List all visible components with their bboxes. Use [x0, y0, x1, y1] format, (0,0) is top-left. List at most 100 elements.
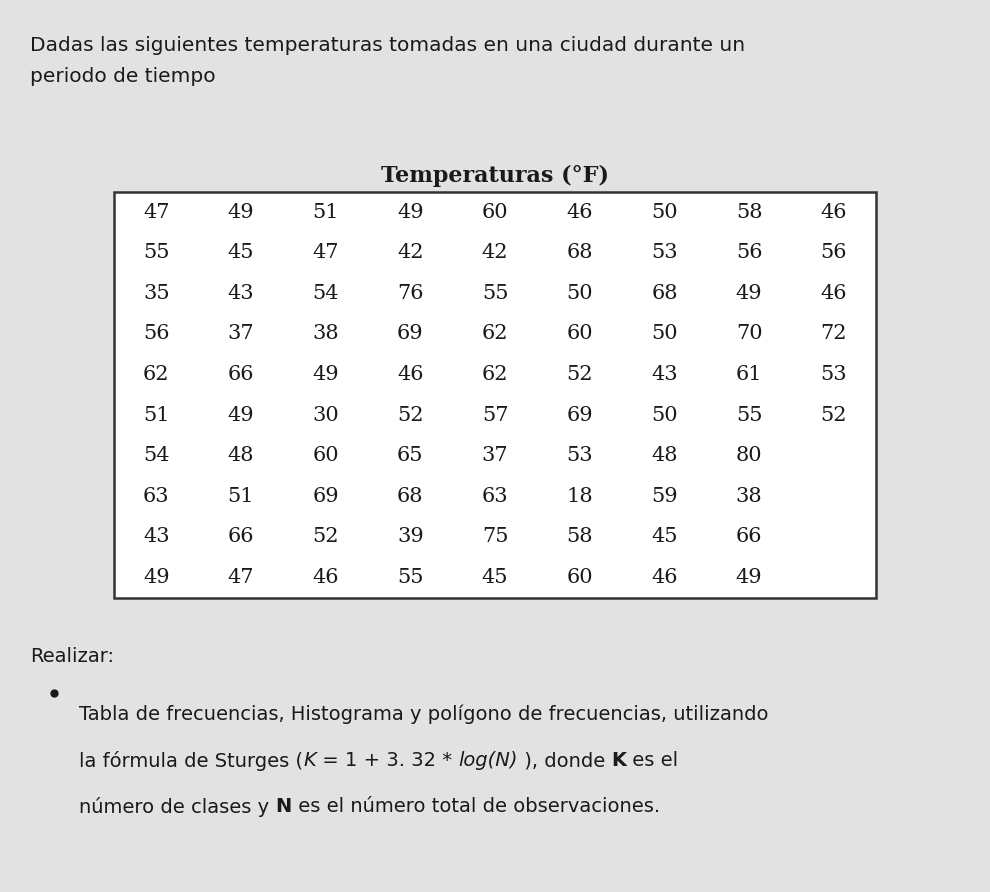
Text: número de clases y: número de clases y [79, 797, 275, 817]
Text: 50: 50 [651, 406, 678, 425]
Text: 61: 61 [736, 365, 762, 384]
Text: la fórmula de Sturges (: la fórmula de Sturges ( [79, 751, 303, 771]
Text: 66: 66 [228, 365, 254, 384]
Text: 58: 58 [566, 527, 593, 546]
Text: 46: 46 [566, 202, 593, 221]
Text: 63: 63 [143, 487, 169, 506]
Text: 66: 66 [228, 527, 254, 546]
Text: 52: 52 [313, 527, 339, 546]
Text: 54: 54 [313, 284, 339, 302]
Text: log(N): log(N) [458, 751, 518, 770]
Text: 18: 18 [566, 487, 593, 506]
Text: 49: 49 [736, 284, 762, 302]
Text: 43: 43 [143, 527, 169, 546]
Text: 51: 51 [312, 202, 339, 221]
Text: es el número total de observaciones.: es el número total de observaciones. [292, 797, 660, 816]
Text: 39: 39 [397, 527, 424, 546]
Text: 69: 69 [397, 325, 424, 343]
Text: 62: 62 [143, 365, 169, 384]
Text: 50: 50 [566, 284, 593, 302]
Text: 53: 53 [566, 446, 593, 465]
Text: 46: 46 [821, 202, 847, 221]
Text: 66: 66 [736, 527, 762, 546]
Text: 52: 52 [397, 406, 424, 425]
Text: 68: 68 [397, 487, 424, 506]
Text: 43: 43 [228, 284, 254, 302]
Text: 55: 55 [736, 406, 762, 425]
Text: 52: 52 [566, 365, 593, 384]
Text: 49: 49 [228, 202, 254, 221]
Text: Dadas las siguientes temperaturas tomadas en una ciudad durante un: Dadas las siguientes temperaturas tomada… [30, 36, 744, 54]
Text: 52: 52 [821, 406, 847, 425]
Text: 69: 69 [566, 406, 593, 425]
Text: 54: 54 [143, 446, 169, 465]
Text: 56: 56 [143, 325, 169, 343]
Text: 75: 75 [482, 527, 508, 546]
Text: 37: 37 [228, 325, 254, 343]
Text: 60: 60 [482, 202, 508, 221]
Text: 45: 45 [651, 527, 677, 546]
Text: Temperaturas (°F): Temperaturas (°F) [381, 165, 609, 187]
Text: 60: 60 [566, 568, 593, 587]
Text: N: N [275, 797, 292, 816]
Text: 76: 76 [397, 284, 424, 302]
Text: Realizar:: Realizar: [30, 647, 114, 665]
Text: 47: 47 [313, 244, 339, 262]
Text: 46: 46 [397, 365, 424, 384]
Text: 60: 60 [566, 325, 593, 343]
Text: 63: 63 [482, 487, 508, 506]
Text: 42: 42 [397, 244, 424, 262]
Text: 38: 38 [736, 487, 762, 506]
Bar [114, 192, 876, 598]
Text: periodo de tiempo: periodo de tiempo [30, 67, 216, 86]
Text: 68: 68 [566, 244, 593, 262]
Text: 80: 80 [736, 446, 762, 465]
Text: 45: 45 [228, 244, 254, 262]
Text: 68: 68 [651, 284, 677, 302]
Text: 72: 72 [821, 325, 847, 343]
Text: 65: 65 [397, 446, 424, 465]
Text: ), donde: ), donde [518, 751, 612, 770]
Text: 56: 56 [821, 244, 847, 262]
Text: 60: 60 [312, 446, 339, 465]
Text: 69: 69 [312, 487, 339, 506]
Text: 62: 62 [482, 325, 508, 343]
Text: 49: 49 [312, 365, 339, 384]
Text: 50: 50 [651, 202, 678, 221]
Text: 46: 46 [313, 568, 339, 587]
Text: 49: 49 [143, 568, 169, 587]
Text: 55: 55 [482, 284, 508, 302]
Text: K: K [612, 751, 627, 770]
Text: 46: 46 [651, 568, 677, 587]
Text: 58: 58 [736, 202, 762, 221]
Text: 38: 38 [312, 325, 339, 343]
Text: Tabla de frecuencias, Histograma y polígono de frecuencias, utilizando: Tabla de frecuencias, Histograma y políg… [79, 705, 768, 724]
Text: 48: 48 [651, 446, 677, 465]
Text: = 1 + 3. 32 *: = 1 + 3. 32 * [316, 751, 458, 770]
Text: 42: 42 [482, 244, 508, 262]
Text: K: K [303, 751, 316, 770]
Text: 59: 59 [651, 487, 678, 506]
Text: 53: 53 [821, 365, 847, 384]
Text: 49: 49 [736, 568, 762, 587]
Text: 51: 51 [228, 487, 254, 506]
Text: 47: 47 [143, 202, 169, 221]
Text: 70: 70 [736, 325, 762, 343]
Text: 45: 45 [482, 568, 508, 587]
Text: 57: 57 [482, 406, 508, 425]
Text: 51: 51 [143, 406, 169, 425]
Text: 55: 55 [143, 244, 169, 262]
Text: 49: 49 [228, 406, 254, 425]
Text: 43: 43 [651, 365, 678, 384]
Text: 53: 53 [651, 244, 678, 262]
Text: 49: 49 [397, 202, 424, 221]
Text: 62: 62 [482, 365, 508, 384]
Text: 55: 55 [397, 568, 424, 587]
Text: 35: 35 [143, 284, 169, 302]
Text: 46: 46 [821, 284, 847, 302]
Text: 50: 50 [651, 325, 678, 343]
Text: 47: 47 [228, 568, 254, 587]
Text: 30: 30 [312, 406, 339, 425]
Text: 48: 48 [228, 446, 254, 465]
Text: 37: 37 [482, 446, 508, 465]
